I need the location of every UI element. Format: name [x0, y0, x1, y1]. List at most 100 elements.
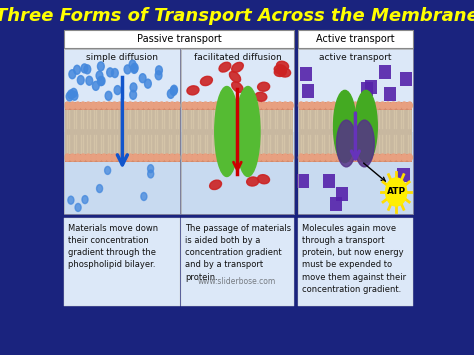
Ellipse shape	[232, 62, 243, 72]
Circle shape	[299, 154, 304, 161]
FancyBboxPatch shape	[181, 49, 293, 131]
Ellipse shape	[232, 82, 243, 92]
Ellipse shape	[279, 68, 291, 77]
Ellipse shape	[274, 67, 286, 76]
FancyBboxPatch shape	[365, 80, 377, 94]
Circle shape	[112, 102, 117, 109]
Circle shape	[331, 154, 337, 161]
Circle shape	[84, 65, 91, 74]
Circle shape	[337, 102, 342, 109]
Circle shape	[138, 154, 143, 161]
Circle shape	[358, 154, 364, 161]
Circle shape	[82, 196, 88, 204]
Circle shape	[145, 79, 151, 88]
Text: Passive transport: Passive transport	[137, 34, 221, 44]
Circle shape	[342, 102, 347, 109]
Circle shape	[219, 102, 224, 109]
Circle shape	[256, 102, 261, 109]
Circle shape	[213, 102, 219, 109]
Ellipse shape	[274, 65, 286, 74]
Circle shape	[229, 102, 235, 109]
Ellipse shape	[355, 91, 377, 163]
Circle shape	[111, 69, 118, 77]
Circle shape	[92, 81, 99, 91]
Circle shape	[171, 85, 177, 94]
Circle shape	[224, 154, 229, 161]
Circle shape	[175, 154, 180, 161]
Circle shape	[66, 92, 73, 101]
Circle shape	[219, 154, 224, 161]
Text: www.sliderbose.com: www.sliderbose.com	[198, 277, 276, 286]
Circle shape	[69, 70, 76, 79]
Circle shape	[86, 76, 93, 85]
Circle shape	[203, 102, 208, 109]
Circle shape	[112, 154, 117, 161]
Circle shape	[401, 102, 407, 109]
Circle shape	[187, 154, 192, 161]
FancyBboxPatch shape	[181, 218, 293, 306]
Circle shape	[326, 154, 331, 161]
Circle shape	[288, 154, 293, 161]
Circle shape	[251, 154, 256, 161]
Circle shape	[138, 102, 143, 109]
Circle shape	[396, 154, 401, 161]
Circle shape	[256, 154, 261, 161]
Circle shape	[198, 154, 203, 161]
FancyBboxPatch shape	[336, 187, 348, 201]
Circle shape	[133, 154, 138, 161]
Circle shape	[407, 154, 412, 161]
Circle shape	[81, 154, 86, 161]
Circle shape	[229, 154, 235, 161]
Circle shape	[235, 154, 240, 161]
Circle shape	[310, 102, 315, 109]
Circle shape	[98, 77, 104, 86]
FancyBboxPatch shape	[58, 0, 64, 355]
Circle shape	[68, 90, 74, 99]
Circle shape	[130, 83, 137, 92]
Circle shape	[320, 102, 326, 109]
Circle shape	[246, 154, 251, 161]
Circle shape	[203, 154, 208, 161]
Circle shape	[224, 102, 229, 109]
Circle shape	[81, 64, 88, 73]
FancyBboxPatch shape	[298, 218, 413, 306]
Circle shape	[182, 102, 187, 109]
Circle shape	[299, 102, 304, 109]
Ellipse shape	[236, 87, 260, 176]
Circle shape	[283, 102, 288, 109]
Circle shape	[358, 102, 364, 109]
FancyBboxPatch shape	[299, 153, 412, 162]
Circle shape	[73, 65, 81, 74]
Circle shape	[81, 102, 86, 109]
Circle shape	[159, 154, 164, 161]
Circle shape	[159, 102, 164, 109]
Circle shape	[130, 90, 137, 99]
Ellipse shape	[210, 180, 221, 190]
Circle shape	[315, 102, 320, 109]
FancyBboxPatch shape	[330, 197, 342, 211]
Circle shape	[208, 154, 213, 161]
Circle shape	[272, 154, 277, 161]
Circle shape	[70, 88, 77, 97]
FancyBboxPatch shape	[65, 109, 180, 153]
Circle shape	[101, 154, 107, 161]
Circle shape	[385, 178, 407, 206]
Ellipse shape	[355, 120, 374, 167]
FancyBboxPatch shape	[400, 72, 412, 86]
Circle shape	[331, 102, 337, 109]
Circle shape	[77, 76, 84, 84]
FancyBboxPatch shape	[65, 102, 180, 109]
Circle shape	[267, 102, 272, 109]
Text: Materials move down
their concentration
gradient through the
phospholipid bilaye: Materials move down their concentration …	[68, 224, 158, 269]
Circle shape	[75, 154, 81, 161]
Circle shape	[170, 86, 177, 95]
Circle shape	[407, 102, 412, 109]
Circle shape	[147, 165, 154, 173]
FancyBboxPatch shape	[182, 109, 293, 153]
Circle shape	[369, 154, 374, 161]
Circle shape	[98, 76, 105, 86]
Text: Three Forms of Transport Across the Membrane: Three Forms of Transport Across the Memb…	[0, 7, 474, 25]
Circle shape	[96, 154, 101, 161]
Circle shape	[272, 102, 277, 109]
Circle shape	[75, 102, 81, 109]
